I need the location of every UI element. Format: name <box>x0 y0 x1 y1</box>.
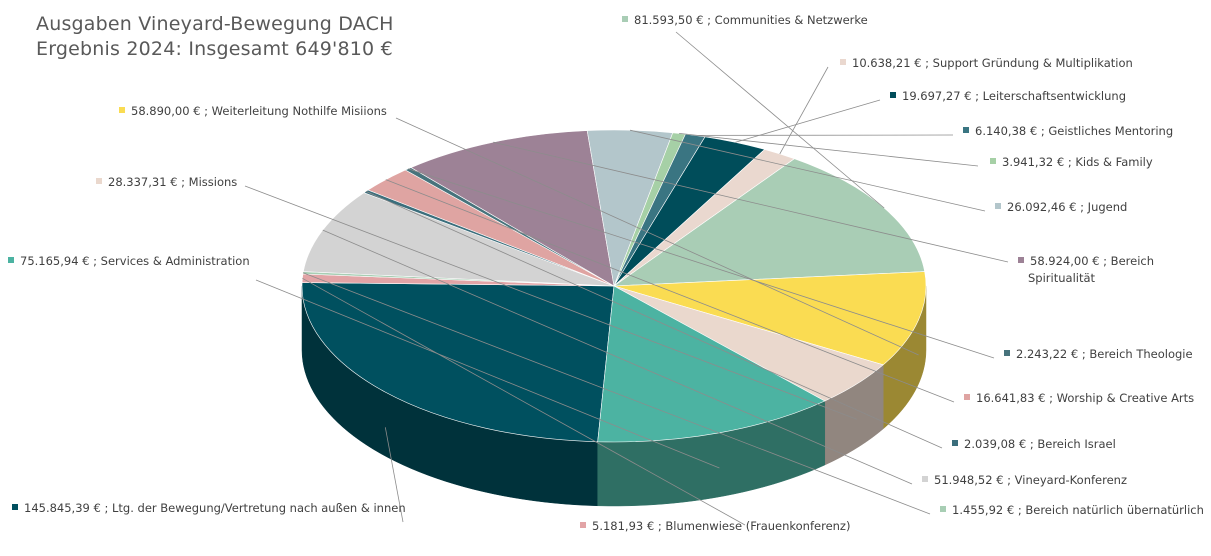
data-label-support-grundung-multiplikation: 10.638,21 € ; Support Gründung & Multipl… <box>852 56 1133 70</box>
data-label-communities-netzwerke: 81.593,50 € ; Communities & Netzwerke <box>634 13 868 27</box>
pie-slices <box>301 129 927 443</box>
leader-line-support-grundung-multiplikation <box>779 66 829 155</box>
label-key-bereich-israel <box>952 440 958 446</box>
leader-line-jugend <box>630 129 986 212</box>
leader-line-missions <box>244 185 857 420</box>
label-key-weiterleitung-nothilfe-misiions <box>119 107 125 113</box>
data-label-missions: 28.337,31 € ; Missions <box>108 175 237 189</box>
label-key-worship-creative-arts <box>964 394 970 400</box>
label-key-geistliches-mentoring <box>963 127 969 133</box>
leader-line-services-administration <box>255 279 720 469</box>
slice-vineyard-konferenz[interactable] <box>302 192 615 287</box>
leader-line-communities-netzwerke <box>675 31 885 209</box>
label-key-jugend <box>995 203 1001 209</box>
label-key-ltg-der-bewegung-vertretung-nach-au-en-innen <box>12 504 18 510</box>
label-key-vineyard-konferenz <box>922 476 928 482</box>
slice-communities-netzwerke[interactable] <box>612 158 926 287</box>
data-label-bereich-spiritualitat: 58.924,00 € ; Bereich <box>1030 254 1154 268</box>
data-label-bereich-spiritualitat-line2: Spiritualität <box>1028 271 1096 285</box>
data-label-worship-creative-arts: 16.641,83 € ; Worship & Creative Arts <box>976 391 1194 405</box>
leader-line-kids-family <box>679 133 979 167</box>
data-label-jugend: 26.092,46 € ; Jugend <box>1007 200 1127 214</box>
data-label-bereich-israel: 2.039,08 € ; Bereich Israel <box>964 437 1116 451</box>
data-label-kids-family: 3.941,32 € ; Kids & Family <box>1002 155 1153 169</box>
leader-line-ltg-der-bewegung-vertretung-nach-au-en-innen <box>384 427 404 523</box>
slice-bereich-spiritualitat[interactable] <box>410 130 615 287</box>
label-key-support-grundung-multiplikation <box>840 59 846 65</box>
data-labels: 145.845,39 € ; Ltg. der Bewegung/Vertret… <box>8 13 1204 533</box>
slice-weiterleitung-nothilfe-misiions[interactable] <box>613 271 927 366</box>
label-key-bereich-spiritualitat <box>1018 257 1024 263</box>
label-key-kids-family <box>990 158 996 164</box>
chart-subtitle: Ergebnis 2024: Insgesamt 649'810 € <box>36 38 393 60</box>
label-key-bereich-naturlich-ubernaturlich <box>940 506 946 512</box>
data-label-vineyard-konferenz: 51.948,52 € ; Vineyard-Konferenz <box>934 473 1127 487</box>
data-label-bereich-theologie: 2.243,22 € ; Bereich Theologie <box>1016 347 1193 361</box>
data-label-ltg-der-bewegung-vertretung-nach-au-en-innen: 145.845,39 € ; Ltg. der Bewegung/Vertret… <box>24 501 406 515</box>
leader-line-leiterschaftsentwicklung <box>735 99 881 143</box>
data-label-blumenwiese-frauenkonferenz: 5.181,93 € ; Blumenwiese (Frauenkonferen… <box>592 519 850 533</box>
label-key-missions <box>96 178 102 184</box>
chart-title: Ausgaben Vineyard-Bewegung DACH Ergebnis… <box>36 12 394 62</box>
label-key-bereich-theologie <box>1004 350 1010 356</box>
data-label-leiterschaftsentwicklung: 19.697,27 € ; Leiterschaftsentwicklung <box>902 89 1126 103</box>
label-key-blumenwiese-frauenkonferenz <box>580 522 586 528</box>
leader-line-vineyard-konferenz <box>322 229 913 485</box>
data-label-services-administration: 75.165,94 € ; Services & Administration <box>20 254 250 268</box>
data-label-bereich-naturlich-ubernaturlich: 1.455,92 € ; Bereich natürlich übernatür… <box>952 503 1204 517</box>
leader-line-bereich-naturlich-ubernaturlich <box>302 272 931 515</box>
label-key-communities-netzwerke <box>622 16 628 22</box>
leader-line-worship-creative-arts <box>385 179 955 403</box>
leader-line-weiterleitung-nothilfe-misiions <box>395 117 919 356</box>
data-label-geistliches-mentoring: 6.140,38 € ; Geistliches Mentoring <box>975 124 1173 138</box>
data-label-weiterleitung-nothilfe-misiions: 58.890,00 € ; Weiterleitung Nothilfe Mis… <box>131 104 387 118</box>
chart-title-line1: Ausgaben Vineyard-Bewegung DACH <box>36 13 394 35</box>
leader-line-bereich-israel <box>365 191 943 449</box>
label-key-services-administration <box>8 257 14 263</box>
leader-line-bereich-spiritualitat <box>493 141 1009 263</box>
leader-line-blumenwiese-frauenkonferenz <box>302 277 746 526</box>
leader-line-bereich-theologie <box>408 168 995 359</box>
leader-lines <box>244 31 1009 526</box>
label-key-leiterschaftsentwicklung <box>890 92 896 98</box>
